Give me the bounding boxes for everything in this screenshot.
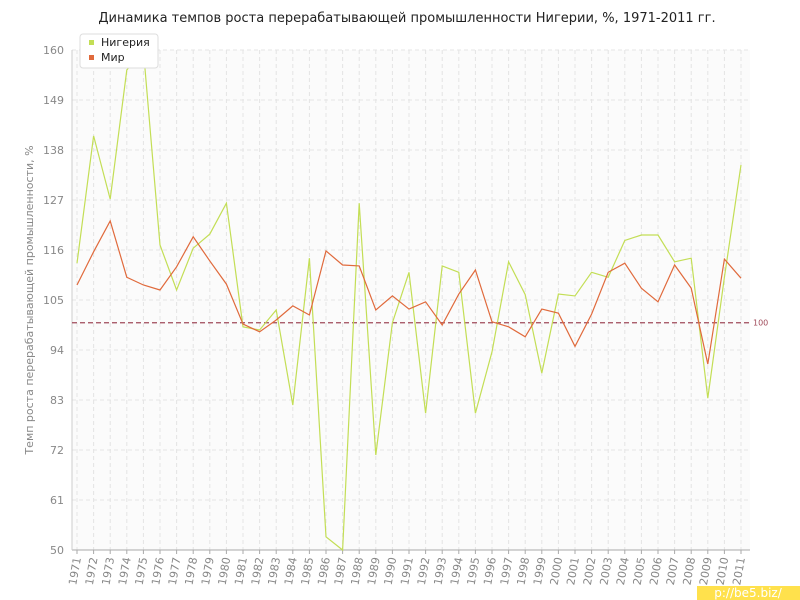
y-tick-label: 160 xyxy=(43,44,64,57)
legend-box xyxy=(79,33,159,69)
x-tick-label: 1989 xyxy=(365,556,383,586)
y-tick-label: 61 xyxy=(50,494,64,507)
x-tick-label: 1972 xyxy=(83,556,101,586)
x-tick-label: 1990 xyxy=(382,556,400,586)
y-tick-label: 72 xyxy=(50,444,64,457)
x-tick-label: 1999 xyxy=(531,556,549,586)
x-tick-label: 1975 xyxy=(133,556,151,586)
chart-title: Динамика темпов роста перерабатывающей п… xyxy=(98,11,715,26)
x-tick-label: 1998 xyxy=(514,556,532,586)
x-tick-label: 2006 xyxy=(647,556,665,586)
y-tick-label: 94 xyxy=(50,344,64,357)
x-tick-label: 1971 xyxy=(66,556,84,586)
reference-label: 100 xyxy=(753,319,768,328)
y-tick-label: 116 xyxy=(43,244,64,257)
x-tick-label: 2005 xyxy=(631,556,649,586)
series-line xyxy=(76,219,742,365)
x-tick-label: 1997 xyxy=(498,556,516,586)
x-tick-label: 1982 xyxy=(249,556,267,586)
x-tick-label: 1973 xyxy=(99,556,117,586)
legend-swatch xyxy=(89,40,94,45)
x-tick-label: 1981 xyxy=(232,556,250,586)
y-axis-label: Темп роста перерабатывающей промышленнос… xyxy=(23,145,36,455)
x-tick-label: 1996 xyxy=(481,556,499,586)
x-tick-label: 2010 xyxy=(714,556,732,586)
y-tick-label: 149 xyxy=(43,94,64,107)
series-line xyxy=(76,48,742,552)
x-tick-label: 1976 xyxy=(149,556,167,586)
x-tick-label: 2009 xyxy=(697,556,715,586)
legend-label: Нигерия xyxy=(101,36,150,49)
watermark: p://be5.biz/ xyxy=(714,586,782,600)
y-tick-label: 83 xyxy=(50,394,64,407)
x-tick-label: 2008 xyxy=(680,556,698,586)
y-tick-label: 138 xyxy=(43,144,64,157)
x-tick-label: 1979 xyxy=(199,556,217,586)
x-tick-label: 1994 xyxy=(448,556,466,586)
legend-label: Мир xyxy=(101,51,125,64)
x-tick-label: 2000 xyxy=(548,556,566,586)
x-tick-label: 2011 xyxy=(730,556,748,586)
x-tick-label: 1992 xyxy=(415,556,433,586)
x-tick-label: 1995 xyxy=(465,556,483,586)
y-tick-label: 127 xyxy=(43,194,64,207)
x-tick-label: 1984 xyxy=(282,556,300,586)
x-tick-label: 2001 xyxy=(564,556,582,586)
x-tick-label: 2002 xyxy=(581,556,599,586)
x-tick-label: 1986 xyxy=(315,556,333,586)
x-tick-label: 1993 xyxy=(431,556,449,586)
x-tick-label: 1987 xyxy=(332,556,350,586)
x-tick-label: 1983 xyxy=(265,556,283,586)
x-tick-label: 1977 xyxy=(166,556,184,586)
legend-swatch xyxy=(89,55,94,60)
x-tick-label: 1985 xyxy=(299,556,317,586)
y-tick-label: 105 xyxy=(43,294,64,307)
x-tick-label: 2007 xyxy=(664,556,682,586)
x-tick-label: 1991 xyxy=(398,556,416,586)
x-tick-label: 1978 xyxy=(182,556,200,586)
x-tick-label: 1988 xyxy=(348,556,366,586)
x-tick-label: 2004 xyxy=(614,556,632,586)
watermark-bg xyxy=(697,586,800,600)
x-tick-label: 2003 xyxy=(597,556,615,586)
x-tick-label: 1980 xyxy=(216,556,234,586)
y-tick-label: 50 xyxy=(50,544,64,557)
x-tick-label: 1974 xyxy=(116,556,134,586)
